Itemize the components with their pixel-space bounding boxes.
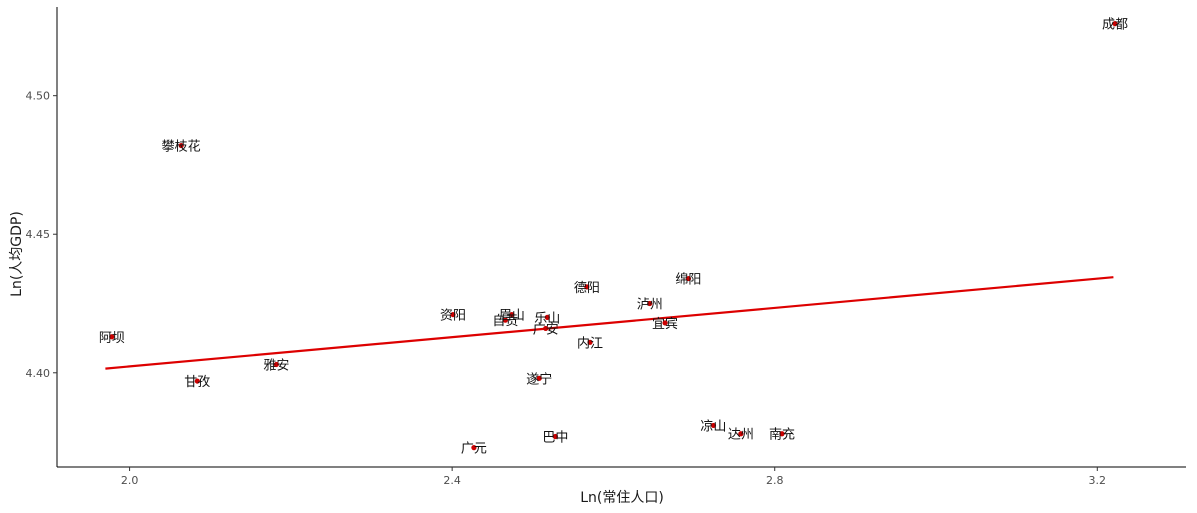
x-tick-label: 3.2 (1089, 474, 1107, 487)
point-label: 广安 (533, 322, 559, 337)
point-label: 乐山 (534, 311, 560, 326)
x-axis-ticks: 2.0 2.4 2.8 3.2 (121, 467, 1106, 487)
point-label: 成都 (1102, 18, 1128, 33)
data-point (587, 339, 593, 345)
point-label: 雅安 (263, 358, 289, 373)
data-point (552, 433, 558, 440)
fit-line-group (105, 276, 1114, 370)
data-point (502, 317, 508, 323)
y-tick-label: 4.50 (26, 90, 51, 103)
data-point (471, 445, 477, 451)
point-label: 攀枝花 (162, 139, 201, 155)
data-point (194, 378, 200, 384)
point-label: 凉山 (700, 419, 726, 434)
point-label: 内江 (577, 335, 603, 351)
data-point (109, 334, 115, 340)
point-label: 绵阳 (675, 273, 701, 288)
data-point (1112, 21, 1118, 27)
point-label: 眉山 (499, 309, 525, 324)
data-point (544, 314, 550, 320)
data-point (543, 325, 549, 332)
data-point (647, 300, 653, 307)
point-label: 宜宾 (652, 316, 678, 332)
y-axis-title: Ln(人均GDP) (9, 211, 25, 297)
point-label: 自贡 (492, 314, 518, 329)
data-point (738, 431, 744, 437)
data-point (662, 320, 668, 326)
point-label: 广元 (461, 442, 487, 457)
x-tick-label: 2.0 (121, 474, 139, 487)
point-label: 泸州 (637, 298, 663, 313)
point-label: 德阳 (574, 281, 600, 296)
x-tick-label: 2.8 (766, 474, 784, 487)
x-tick-label: 2.4 (443, 474, 461, 487)
point-label: 资阳 (440, 309, 466, 324)
points-group (109, 21, 1118, 451)
data-point (710, 422, 717, 429)
y-axis-ticks: 4.40 4.45 4.50 (26, 90, 57, 380)
point-label: 阿坝 (99, 331, 125, 346)
data-point (273, 361, 279, 368)
point-label: 巴中 (542, 431, 568, 446)
data-point (450, 311, 456, 318)
point-label: 南充 (769, 427, 795, 443)
point-label: 甘孜 (184, 375, 210, 390)
point-label: 遂宁 (526, 371, 552, 387)
data-point (779, 431, 785, 437)
data-point (536, 375, 542, 381)
y-tick-label: 4.45 (26, 228, 51, 241)
point-label: 达州 (728, 428, 754, 443)
data-point (509, 311, 515, 318)
y-tick-label: 4.40 (26, 367, 51, 380)
data-point (685, 275, 692, 282)
data-point (584, 284, 590, 290)
data-point (178, 142, 184, 149)
x-axis-title: Ln(常住人口) (580, 490, 664, 506)
fit-line (105, 276, 1114, 370)
